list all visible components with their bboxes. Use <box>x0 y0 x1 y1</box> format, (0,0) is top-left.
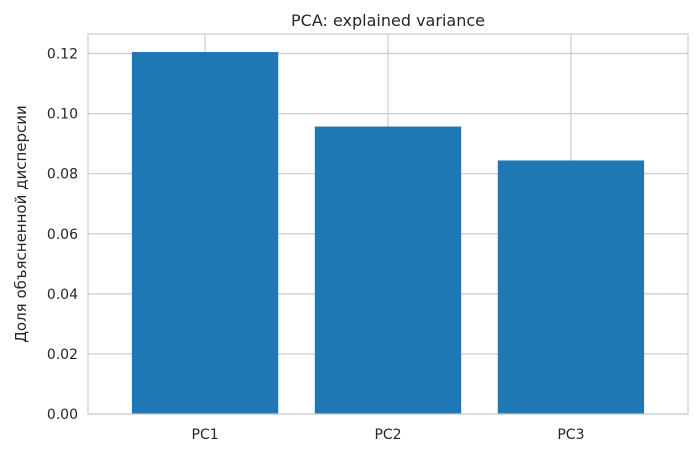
x-tick-label: PC1 <box>192 427 219 443</box>
plot-frame <box>87 33 689 415</box>
chart-title: PCA: explained variance <box>291 11 485 30</box>
y-tick-labels: 0.00 0.02 0.04 0.06 0.08 0.10 0.12 <box>47 47 78 423</box>
y-tick-label: 0.06 <box>47 227 78 243</box>
bar-pc1 <box>131 52 279 415</box>
y-tick-label: 0.02 <box>47 347 78 363</box>
y-tick-label: 0.10 <box>47 107 78 123</box>
y-tick-label: 0.08 <box>47 167 78 183</box>
y-tick-label: 0.12 <box>47 47 78 63</box>
bar-pc2 <box>314 126 462 415</box>
bars <box>131 52 645 415</box>
x-tick-label: PC2 <box>374 427 401 443</box>
y-tick-label: 0.00 <box>47 407 78 423</box>
x-tick-labels: PC1 PC2 PC3 <box>192 427 585 443</box>
y-tick-label: 0.04 <box>47 287 78 303</box>
x-tick-label: PC3 <box>557 427 584 443</box>
bar-pc3 <box>497 160 645 414</box>
y-axis-label: Доля объясненной дисперсии <box>12 105 30 343</box>
